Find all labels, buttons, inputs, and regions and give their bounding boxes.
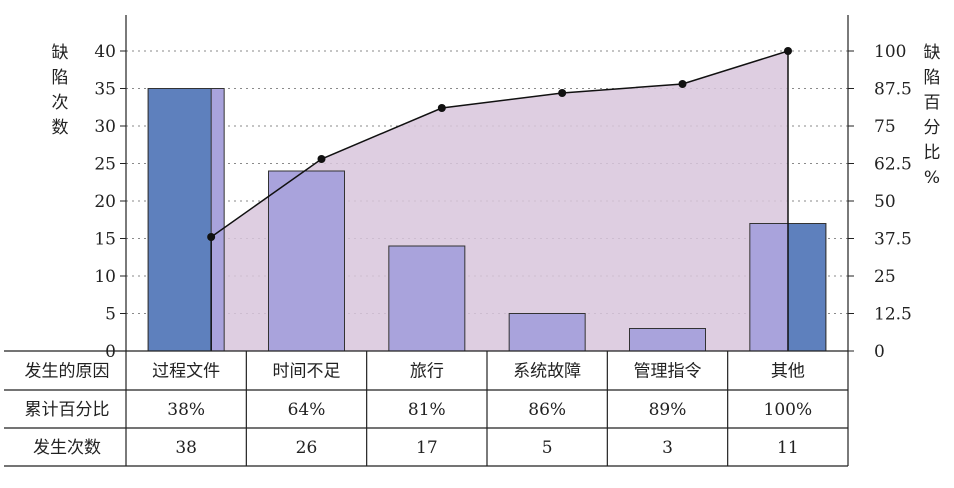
bar-6-outside-area bbox=[787, 223, 827, 352]
bars bbox=[147, 88, 827, 352]
axes: 0 5 10 15 20 25 30 35 40 0 12.5 25 37.5 50 62.5 75 87.5 1… bbox=[94, 15, 912, 362]
table-row-label: 累计百分比 bbox=[25, 400, 110, 420]
left-tick-label: 35 bbox=[94, 80, 116, 100]
right-tick-label: 87.5 bbox=[874, 80, 912, 100]
table-cell: 86% bbox=[528, 400, 566, 420]
bar-3 bbox=[388, 245, 466, 352]
bar-1-outside-area bbox=[147, 88, 212, 352]
table-cell: 5 bbox=[542, 438, 553, 458]
cumulative-point-6 bbox=[784, 47, 792, 55]
table-cell: 17 bbox=[416, 438, 438, 458]
right-tick-label: 50 bbox=[874, 192, 896, 212]
right-tick-label: 75 bbox=[874, 117, 896, 137]
table-cell: 81% bbox=[408, 400, 446, 420]
cumulative-line bbox=[207, 47, 792, 351]
table-cell: 旅行 bbox=[410, 362, 444, 382]
left-tick-label: 20 bbox=[94, 192, 116, 212]
left-tick-label: 25 bbox=[94, 155, 116, 175]
table-cell: 38% bbox=[167, 400, 205, 420]
left-tick-label: 15 bbox=[94, 230, 116, 250]
left-tick-label: 40 bbox=[94, 42, 116, 62]
left-tick-label: 5 bbox=[105, 305, 116, 325]
bar-5 bbox=[629, 328, 706, 352]
cumulative-point-2 bbox=[317, 155, 326, 163]
cumulative-point-4 bbox=[558, 89, 567, 97]
cumulative-area-fill bbox=[211, 51, 788, 351]
table-cell: 时间不足 bbox=[273, 362, 341, 382]
right-axis-label-char: % bbox=[924, 168, 940, 188]
table-row-label: 发生次数 bbox=[33, 438, 101, 458]
left-tick-label: 10 bbox=[94, 267, 116, 287]
right-axis-label-char: 陷 bbox=[924, 68, 941, 88]
table-cell: 其他 bbox=[771, 362, 805, 382]
table-cell: 26 bbox=[296, 438, 318, 458]
right-axis-label-char: 分 bbox=[924, 118, 941, 138]
table-row-label: 发生的原因 bbox=[25, 362, 110, 382]
cumulative-line-path bbox=[210, 50, 789, 238]
table-cell: 管理指令 bbox=[634, 362, 702, 382]
left-axis-label-char: 次 bbox=[52, 93, 69, 113]
right-axis-label-char: 百 bbox=[924, 93, 941, 113]
table-cell: 系统故障 bbox=[513, 362, 581, 382]
table-cell: 过程文件 bbox=[152, 362, 220, 382]
left-axis-label-char: 陷 bbox=[52, 68, 69, 88]
cumulative-area bbox=[211, 51, 788, 351]
left-axis-label-char: 缺 bbox=[52, 43, 69, 63]
table-cell: 89% bbox=[649, 400, 687, 420]
right-tick-label: 62.5 bbox=[874, 155, 912, 175]
table-cell: 64% bbox=[288, 400, 326, 420]
left-axis-label-char: 数 bbox=[52, 118, 69, 138]
table-cell: 3 bbox=[662, 438, 673, 458]
table-cell: 100% bbox=[764, 400, 813, 420]
right-axis-label-char: 缺 bbox=[924, 43, 941, 63]
right-axis-label-char: 比 bbox=[924, 143, 941, 163]
table-cell: 11 bbox=[777, 438, 799, 458]
right-tick-label: 25 bbox=[874, 267, 896, 287]
cumulative-point-1 bbox=[207, 233, 216, 241]
cumulative-point-3 bbox=[437, 104, 446, 112]
left-tick-label: 0 bbox=[105, 342, 116, 362]
right-tick-label: 0 bbox=[874, 342, 885, 362]
right-tick-label: 100 bbox=[874, 42, 906, 62]
right-tick-label: 37.5 bbox=[874, 230, 912, 250]
cumulative-point-5 bbox=[678, 80, 687, 88]
left-tick-label: 30 bbox=[94, 117, 116, 137]
right-tick-label: 12.5 bbox=[874, 305, 912, 325]
table-cell: 38 bbox=[175, 438, 197, 458]
bar-4 bbox=[508, 313, 586, 352]
bar-2 bbox=[268, 170, 345, 352]
